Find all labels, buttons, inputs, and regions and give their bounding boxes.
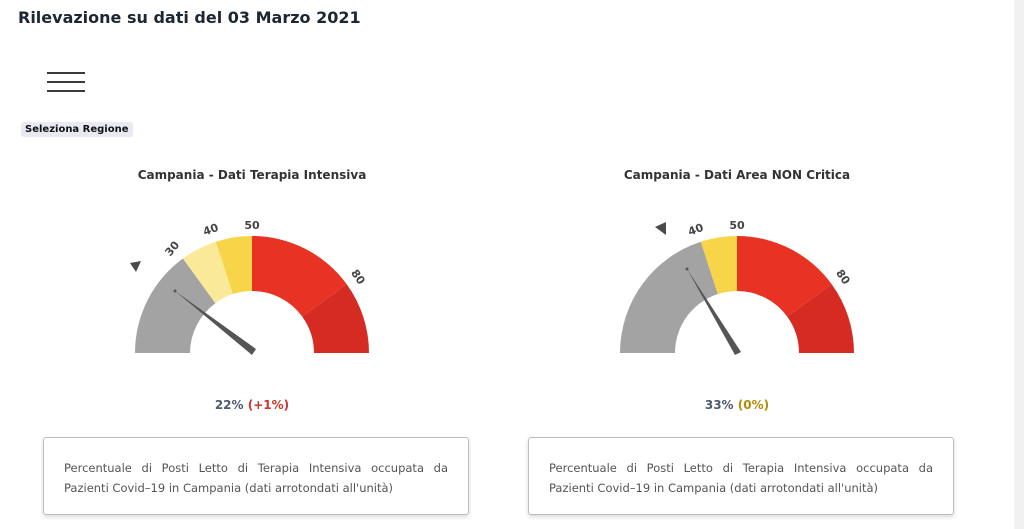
tick-label-40: 40 (686, 221, 705, 239)
page-title: Rilevazione su dati del 03 Marzo 2021 (18, 8, 361, 27)
tick-label-50: 50 (244, 219, 260, 232)
tick-label-40: 40 (201, 221, 220, 239)
gauge-non-critical: 40 50 80 (620, 219, 854, 355)
select-region-button[interactable]: Seleziona Regione (21, 122, 133, 137)
percent-delta: (+1%) (247, 398, 290, 412)
scrollbar-track[interactable] (1014, 0, 1024, 529)
gauge-min-marker-icon (130, 261, 141, 272)
gauge-needle (175, 291, 256, 355)
gauge-segment-grey (134, 258, 216, 353)
description-box-intensive-care: Percentuale di Posti Letto di Terapia In… (43, 437, 469, 515)
gauge-segment-dark-red (302, 284, 370, 353)
gauge-needle (687, 269, 741, 355)
gauge-value-non-critical: 33% (0%) (497, 398, 977, 412)
panel-title-non-critical: Campania - Dati Area NON Critica (623, 168, 851, 182)
tick-label-50: 50 (729, 219, 745, 232)
gauge-segment-grey (620, 241, 718, 353)
gauge-intensive-care: 30 40 50 80 (130, 219, 370, 355)
gauge-segment-red (737, 235, 832, 317)
gauge-value-intensive-care: 22% (+1%) (12, 398, 492, 412)
tick-label-30: 30 (162, 238, 182, 258)
panel-title-intensive-care: Campania - Dati Terapia Intensiva (137, 168, 367, 182)
gauge-segment-dark-red (787, 284, 854, 353)
description-box-non-critical: Percentuale di Posti Letto di Terapia In… (528, 437, 954, 515)
hamburger-menu-icon[interactable] (47, 72, 85, 94)
gauge-segment-red (252, 235, 347, 317)
gauge-segment-light-yellow (182, 241, 233, 304)
percent-value: 33% (704, 398, 734, 412)
gauge-segment-yellow (215, 235, 252, 294)
gauge-min-marker-icon (655, 222, 666, 235)
percent-value: 22% (214, 398, 244, 412)
gauge-segment-yellow (700, 235, 737, 294)
percent-delta: (0%) (737, 398, 770, 412)
tick-label-80: 80 (833, 267, 853, 287)
tick-label-80: 80 (348, 267, 368, 287)
